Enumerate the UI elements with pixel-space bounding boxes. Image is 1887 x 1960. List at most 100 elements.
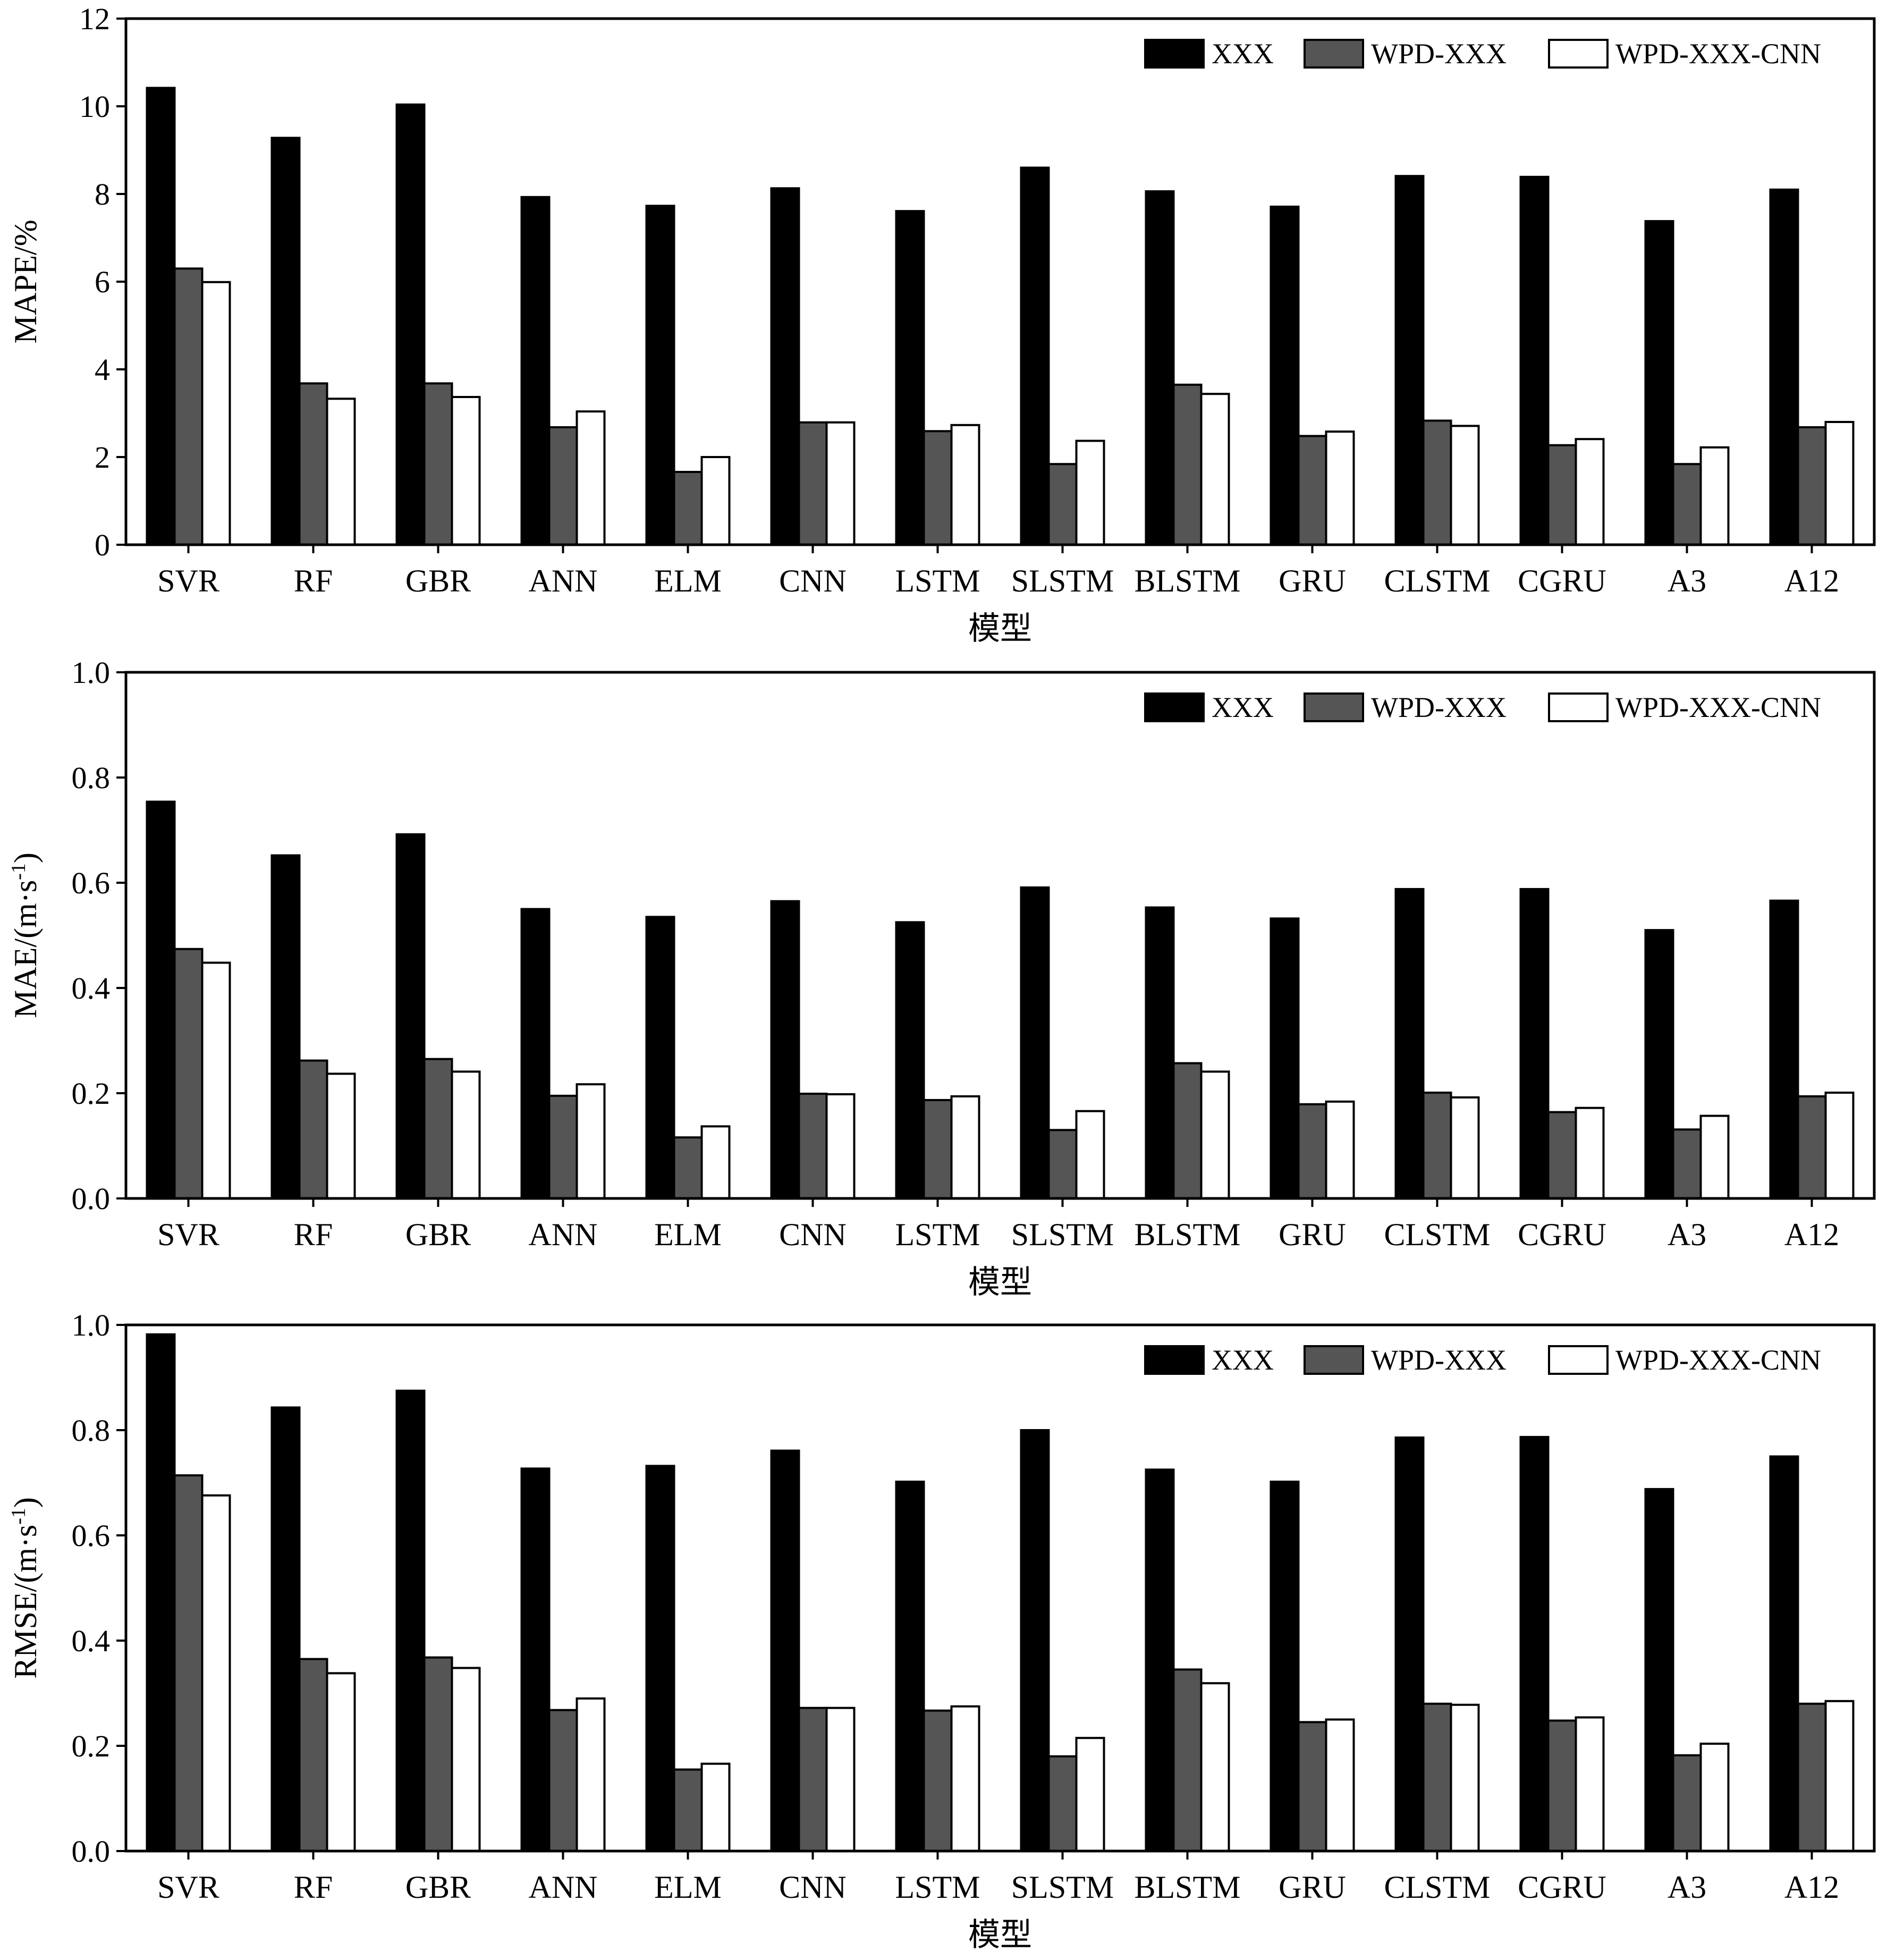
y-tick-label: 0.2 bbox=[72, 1729, 111, 1763]
bar-wpd-xxx-cnn-elm bbox=[700, 456, 731, 546]
bar-xxx-svr bbox=[146, 1333, 176, 1853]
plot-frame bbox=[124, 671, 1876, 1200]
y-tick-label: 0 bbox=[95, 528, 110, 562]
bar-wpd-xxx-clstm bbox=[1422, 1702, 1452, 1853]
bar-xxx-slstm bbox=[1020, 166, 1050, 546]
bar-wpd-xxx-cnn-ann bbox=[576, 1083, 606, 1199]
bar-wpd-xxx-cnn bbox=[798, 421, 828, 546]
x-tick-label: GRU bbox=[1279, 1870, 1346, 1905]
x-tick-label: CLSTM bbox=[1384, 563, 1490, 598]
bar-wpd-xxx-cnn-a12 bbox=[1824, 1092, 1855, 1199]
bar-wpd-xxx-cgru bbox=[1547, 444, 1577, 546]
bar-wpd-xxx-cnn-cnn bbox=[825, 1093, 856, 1199]
y-tick-label: 8 bbox=[95, 177, 110, 212]
x-tick-label: SLSTM bbox=[1011, 563, 1114, 598]
legend-label: WPD-XXX bbox=[1371, 1344, 1507, 1376]
x-tick-label: GBR bbox=[405, 1870, 471, 1905]
bar-xxx-cgru bbox=[1519, 1435, 1550, 1852]
bar-wpd-xxx-elm bbox=[673, 1136, 703, 1199]
bar-xxx-svr bbox=[146, 800, 176, 1199]
bar-wpd-xxx-svr bbox=[173, 1474, 204, 1853]
bar-wpd-xxx-cnn-ann bbox=[576, 410, 606, 546]
bar-wpd-xxx-cnn-rf bbox=[326, 398, 356, 546]
bar-xxx-clstm bbox=[1394, 888, 1425, 1199]
x-tick-label: ANN bbox=[529, 1870, 598, 1905]
bar-wpd-xxx-cnn-elm bbox=[700, 1762, 731, 1852]
bar-xxx-slstm bbox=[1020, 1429, 1050, 1852]
bar-wpd-xxx-cnn-a12 bbox=[1824, 421, 1855, 546]
bar-xxx-a12 bbox=[1769, 188, 1799, 546]
bar-wpd-xxx-cnn bbox=[798, 1093, 828, 1199]
bar-xxx-svr bbox=[146, 87, 176, 546]
bar-xxx-a3 bbox=[1644, 929, 1674, 1199]
x-tick-label: BLSTM bbox=[1134, 563, 1240, 598]
chart-panel-3: 0.0 0.2 0.4 0.6 0.8 1.0 SVR RF GBR ANN ELM CNN LSTM S… bbox=[7, 1308, 1876, 1953]
legend-label: WPD-XXX bbox=[1371, 691, 1507, 723]
bar-wpd-xxx-cnn-elm bbox=[700, 1125, 731, 1199]
x-tick-label: RF bbox=[294, 1217, 333, 1252]
legend-swatch-wpd-xxx-cnn bbox=[1548, 692, 1609, 722]
bar-xxx-a3 bbox=[1644, 220, 1674, 546]
x-tick-label: ANN bbox=[529, 1217, 598, 1252]
legend-label: WPD-XXX bbox=[1371, 38, 1507, 70]
x-tick-label: GRU bbox=[1279, 563, 1346, 598]
bar-wpd-xxx-cnn-svr bbox=[201, 281, 231, 546]
bar-xxx-a12 bbox=[1769, 899, 1799, 1199]
bar-xxx-rf bbox=[270, 854, 301, 1199]
bar-wpd-xxx-lstm bbox=[923, 1099, 953, 1199]
bar-xxx-cnn bbox=[770, 1449, 800, 1853]
bar-wpd-xxx-a12 bbox=[1797, 426, 1827, 546]
bar-wpd-xxx-blstm bbox=[1172, 383, 1203, 546]
legend-swatch-wpd-xxx-cnn bbox=[1548, 1345, 1609, 1375]
legend-label: XXX bbox=[1212, 38, 1274, 70]
bar-wpd-xxx-cnn-ann bbox=[576, 1697, 606, 1852]
x-tick-label: CLSTM bbox=[1384, 1870, 1490, 1905]
x-axis-title: 模型 bbox=[968, 611, 1032, 646]
x-tick-label: RF bbox=[294, 1870, 333, 1905]
bar-wpd-xxx-cnn-a12 bbox=[1824, 1700, 1855, 1853]
x-tick-label: CGRU bbox=[1518, 1217, 1606, 1252]
bar-wpd-xxx-ann bbox=[548, 1094, 578, 1199]
bar-wpd-xxx-ann bbox=[548, 426, 578, 546]
bar-wpd-xxx-a12 bbox=[1797, 1095, 1827, 1199]
bar-wpd-xxx-cnn-gru bbox=[1325, 430, 1355, 546]
y-tick-label: 0.0 bbox=[72, 1834, 111, 1869]
bar-wpd-xxx-cnn-lstm bbox=[950, 1705, 980, 1853]
bar-wpd-xxx-cnn-a3 bbox=[1699, 446, 1730, 546]
x-tick-label: CNN bbox=[779, 563, 847, 598]
bar-wpd-xxx-cnn-cgru bbox=[1575, 1716, 1605, 1852]
bar-wpd-xxx-gru bbox=[1297, 1721, 1327, 1852]
x-tick-label: LSTM bbox=[895, 1217, 980, 1252]
y-tick-label: 0.8 bbox=[72, 1413, 111, 1448]
y-tick-label: 2 bbox=[95, 440, 110, 475]
y-tick-label: 0.6 bbox=[72, 1518, 111, 1553]
bar-wpd-xxx-clstm bbox=[1422, 419, 1452, 546]
x-tick-label: CNN bbox=[779, 1870, 847, 1905]
bar-wpd-xxx-cnn-gru bbox=[1325, 1718, 1355, 1852]
y-axis-title: MAE/(m·s-1) bbox=[7, 852, 43, 1018]
y-tick-label: 0.8 bbox=[72, 761, 111, 795]
bar-wpd-xxx-cnn-lstm bbox=[950, 1095, 980, 1199]
bar-xxx-cnn bbox=[770, 187, 800, 546]
legend-swatch-wpd-xxx-cnn bbox=[1548, 39, 1609, 69]
bar-xxx-cnn bbox=[770, 900, 800, 1199]
bar-wpd-xxx-cnn-slstm bbox=[1075, 1737, 1105, 1852]
legend-label: WPD-XXX-CNN bbox=[1615, 691, 1821, 723]
x-tick-label: A12 bbox=[1784, 563, 1839, 598]
x-tick-label: CGRU bbox=[1518, 563, 1606, 598]
bar-xxx-ann bbox=[520, 908, 551, 1199]
x-axis-title: 模型 bbox=[968, 1917, 1032, 1953]
x-tick-label: A12 bbox=[1784, 1217, 1839, 1252]
bar-wpd-xxx-ann bbox=[548, 1709, 578, 1852]
legend-label: WPD-XXX-CNN bbox=[1615, 38, 1821, 70]
bar-wpd-xxx-gru bbox=[1297, 435, 1327, 546]
bar-wpd-xxx-cnn-lstm bbox=[950, 424, 980, 546]
x-tick-label: SLSTM bbox=[1011, 1870, 1114, 1905]
bar-wpd-xxx-a3 bbox=[1672, 463, 1702, 546]
legend-swatch-xxx bbox=[1144, 692, 1205, 722]
bar-wpd-xxx-cnn-clstm bbox=[1450, 425, 1480, 546]
bar-xxx-blstm bbox=[1145, 906, 1175, 1199]
bar-wpd-xxx-cnn-clstm bbox=[1450, 1096, 1480, 1199]
bar-wpd-xxx-cgru bbox=[1547, 1111, 1577, 1200]
